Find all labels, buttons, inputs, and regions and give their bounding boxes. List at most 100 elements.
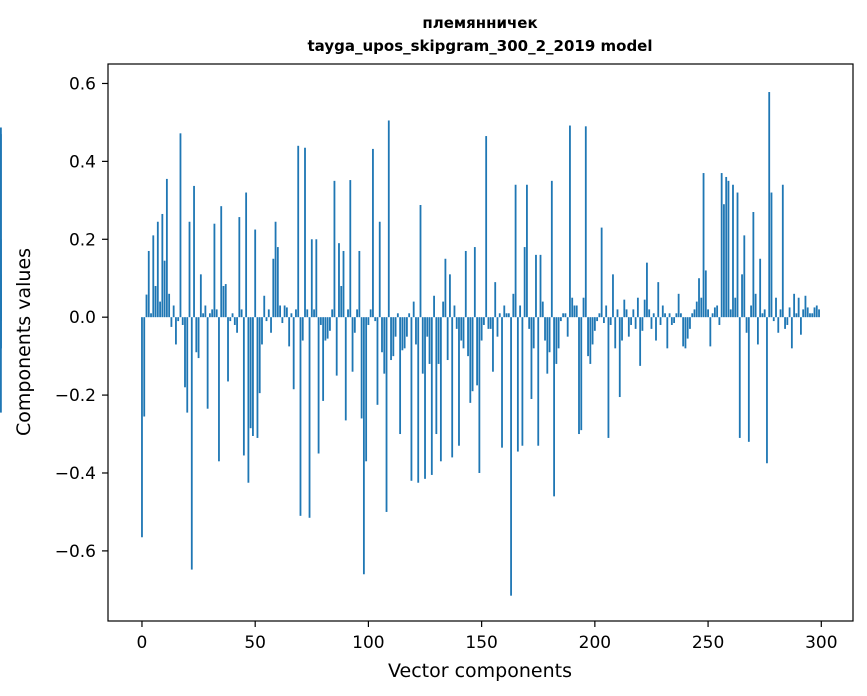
y-tick-label: 0.2 [69, 230, 96, 250]
bar [292, 317, 295, 390]
bar [609, 317, 612, 325]
bar [535, 254, 537, 318]
bar [632, 309, 635, 318]
bar [815, 305, 818, 318]
bar [310, 239, 313, 318]
bar [342, 250, 345, 318]
bar [559, 317, 562, 322]
bar [804, 295, 807, 318]
bar [272, 258, 275, 318]
bar [453, 305, 456, 318]
bar [211, 309, 214, 318]
bar [745, 317, 748, 333]
bar [369, 309, 372, 318]
bar [179, 133, 182, 318]
bar [528, 317, 531, 329]
bar [424, 317, 426, 479]
bar [772, 317, 775, 322]
bar [283, 305, 286, 318]
bar [779, 309, 782, 318]
bar [548, 317, 551, 353]
bar [532, 317, 535, 349]
bar [224, 284, 227, 318]
bar [729, 309, 732, 318]
bar [256, 317, 259, 438]
bar [584, 126, 587, 318]
bar [766, 317, 768, 464]
bar [736, 192, 739, 318]
bar [494, 282, 497, 318]
bar [290, 313, 293, 318]
bar [473, 247, 476, 318]
bar [790, 317, 793, 349]
bar [673, 317, 676, 324]
bar [788, 307, 791, 318]
bar [519, 305, 522, 318]
bar [229, 317, 232, 322]
bar [258, 317, 261, 394]
bar [430, 317, 433, 475]
bar [480, 317, 483, 341]
bar [541, 301, 544, 318]
bar [349, 180, 352, 318]
bar [589, 317, 592, 364]
bar [720, 173, 723, 318]
bar [582, 297, 585, 318]
bar [569, 125, 571, 318]
bar [659, 317, 662, 325]
bar [747, 317, 750, 442]
bar [236, 317, 238, 333]
bar [476, 317, 479, 386]
bar [544, 317, 546, 341]
bar [598, 313, 601, 318]
bar [281, 317, 284, 324]
bar [401, 317, 404, 351]
bar [181, 317, 184, 325]
bar [360, 317, 363, 419]
y-tick-label: 0.0 [69, 308, 96, 328]
bar [285, 307, 288, 318]
bar [516, 317, 519, 452]
bar [505, 313, 508, 318]
bar [297, 145, 300, 318]
y-tick-label: −0.2 [55, 386, 96, 406]
x-tick-label: 300 [805, 633, 837, 653]
bar [469, 317, 472, 403]
bar [623, 299, 626, 318]
bar [734, 297, 737, 318]
bar [573, 305, 576, 318]
bar [809, 313, 811, 318]
bar [315, 239, 318, 318]
bar [451, 317, 454, 458]
bar [279, 305, 281, 318]
bar [426, 317, 429, 337]
bar [392, 317, 395, 357]
bar [324, 317, 327, 341]
bar [326, 317, 329, 339]
bar [195, 317, 198, 353]
bar [372, 148, 374, 318]
y-axis-ticks: −0.6 −0.4 −0.2 0.0 0.2 0.4 0.6 [55, 74, 108, 562]
bar [612, 274, 614, 318]
y-tick-label: −0.4 [55, 464, 96, 484]
bar [743, 235, 746, 318]
bar [347, 309, 349, 318]
bar [329, 317, 331, 331]
bar [147, 250, 150, 318]
bar [482, 317, 485, 325]
bar [335, 317, 338, 376]
bar [378, 221, 381, 318]
bar [222, 286, 225, 318]
bars-group [0, 92, 820, 596]
bar [627, 317, 630, 337]
bar [600, 227, 603, 318]
bar [618, 317, 621, 398]
bar [650, 317, 653, 329]
bar [698, 278, 700, 318]
bar [603, 317, 605, 324]
bar [353, 317, 356, 333]
bar [154, 286, 157, 318]
bar [231, 313, 234, 318]
bar [496, 317, 499, 337]
bar [802, 309, 805, 318]
